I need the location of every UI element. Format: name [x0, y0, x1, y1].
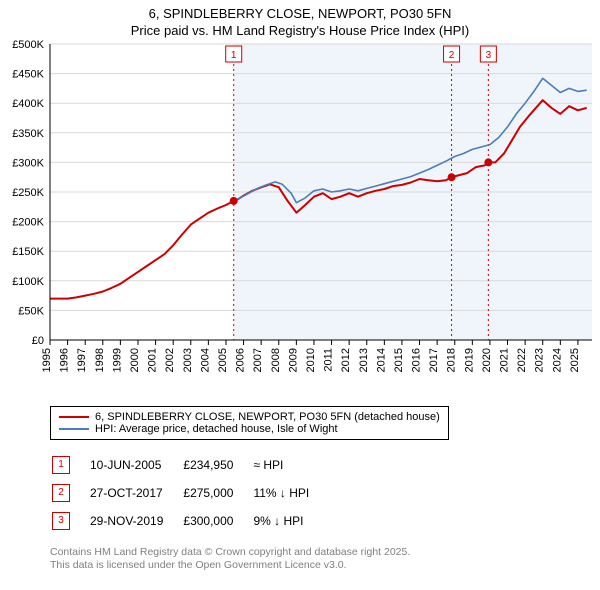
svg-text:2019: 2019	[463, 348, 475, 372]
sale-price: £234,950	[183, 452, 251, 478]
legend-label-blue: HPI: Average price, detached house, Isle…	[95, 423, 338, 435]
svg-text:1998: 1998	[94, 348, 106, 372]
table-row: 3 29-NOV-2019£300,0009% ↓ HPI	[52, 508, 327, 534]
svg-text:2020: 2020	[481, 348, 493, 372]
svg-text:1997: 1997	[76, 348, 88, 372]
svg-text:2007: 2007	[252, 348, 264, 372]
svg-text:1995: 1995	[41, 348, 53, 372]
svg-text:£500K: £500K	[12, 40, 44, 51]
svg-text:2025: 2025	[569, 348, 581, 372]
sale-marker-box: 3	[52, 512, 70, 530]
sale-delta: 11% ↓ HPI	[253, 480, 327, 506]
svg-text:2018: 2018	[446, 348, 458, 372]
svg-text:£150K: £150K	[12, 246, 44, 258]
svg-text:2013: 2013	[358, 348, 370, 372]
svg-text:2002: 2002	[164, 348, 176, 372]
table-row: 2 27-OCT-2017£275,00011% ↓ HPI	[52, 480, 327, 506]
svg-text:2016: 2016	[411, 348, 423, 372]
svg-text:1999: 1999	[111, 348, 123, 372]
sale-date: 29-NOV-2019	[90, 508, 181, 534]
table-row: 1 10-JUN-2005£234,950≈ HPI	[52, 452, 327, 478]
svg-text:2021: 2021	[499, 348, 511, 372]
legend-label-red: 6, SPINDLEBERRY CLOSE, NEWPORT, PO30 5FN…	[95, 411, 440, 423]
sale-delta: 9% ↓ HPI	[253, 508, 327, 534]
svg-text:£0: £0	[32, 335, 44, 347]
svg-text:2014: 2014	[375, 348, 387, 372]
svg-text:£250K: £250K	[12, 187, 44, 199]
sale-price: £275,000	[183, 480, 251, 506]
attribution: Contains HM Land Registry data © Crown c…	[50, 546, 600, 573]
svg-text:2009: 2009	[287, 348, 299, 372]
svg-text:3: 3	[486, 50, 492, 61]
legend-swatch-red	[59, 416, 89, 418]
svg-text:£100K: £100K	[12, 276, 44, 288]
svg-text:2022: 2022	[516, 348, 528, 372]
title-line-1: 6, SPINDLEBERRY CLOSE, NEWPORT, PO30 5FN	[0, 6, 600, 23]
attribution-line-2: This data is licensed under the Open Gov…	[50, 559, 600, 573]
svg-text:2001: 2001	[147, 348, 159, 372]
svg-text:2000: 2000	[129, 348, 141, 372]
attribution-line-1: Contains HM Land Registry data © Crown c…	[50, 546, 600, 560]
title-line-2: Price paid vs. HM Land Registry's House …	[0, 23, 600, 40]
sale-marker-box: 2	[52, 484, 70, 502]
svg-text:2011: 2011	[323, 348, 335, 372]
legend-row-blue: HPI: Average price, detached house, Isle…	[59, 423, 440, 435]
svg-text:2024: 2024	[551, 348, 563, 372]
svg-text:£400K: £400K	[12, 98, 44, 110]
svg-text:2015: 2015	[393, 348, 405, 372]
svg-text:2010: 2010	[305, 348, 317, 372]
svg-text:2006: 2006	[235, 348, 247, 372]
sale-date: 27-OCT-2017	[90, 480, 181, 506]
price-chart: £0 £50K £100K £150K £200K £250K £300K £350K £400…	[0, 40, 600, 400]
sale-marker-box: 1	[52, 456, 70, 474]
sales-table: 1 10-JUN-2005£234,950≈ HPI 2 27-OCT-2017£27…	[50, 450, 329, 536]
svg-text:2: 2	[449, 50, 455, 61]
sale-delta: ≈ HPI	[253, 452, 327, 478]
svg-text:1996: 1996	[59, 348, 71, 372]
svg-text:1: 1	[231, 50, 237, 61]
svg-text:2012: 2012	[340, 348, 352, 372]
svg-text:£300K: £300K	[12, 157, 44, 169]
svg-text:£450K: £450K	[12, 68, 44, 80]
svg-text:2023: 2023	[534, 348, 546, 372]
svg-text:2008: 2008	[270, 348, 282, 372]
svg-text:2003: 2003	[182, 348, 194, 372]
legend-swatch-blue	[59, 428, 89, 430]
legend: 6, SPINDLEBERRY CLOSE, NEWPORT, PO30 5FN…	[50, 406, 449, 440]
svg-text:2004: 2004	[199, 348, 211, 372]
legend-row-red: 6, SPINDLEBERRY CLOSE, NEWPORT, PO30 5FN…	[59, 411, 440, 423]
svg-text:2017: 2017	[428, 348, 440, 372]
sale-date: 10-JUN-2005	[90, 452, 181, 478]
sale-price: £300,000	[183, 508, 251, 534]
svg-text:£50K: £50K	[18, 305, 44, 317]
svg-text:£350K: £350K	[12, 128, 44, 140]
svg-text:£200K: £200K	[12, 216, 44, 228]
svg-text:2005: 2005	[217, 348, 229, 372]
